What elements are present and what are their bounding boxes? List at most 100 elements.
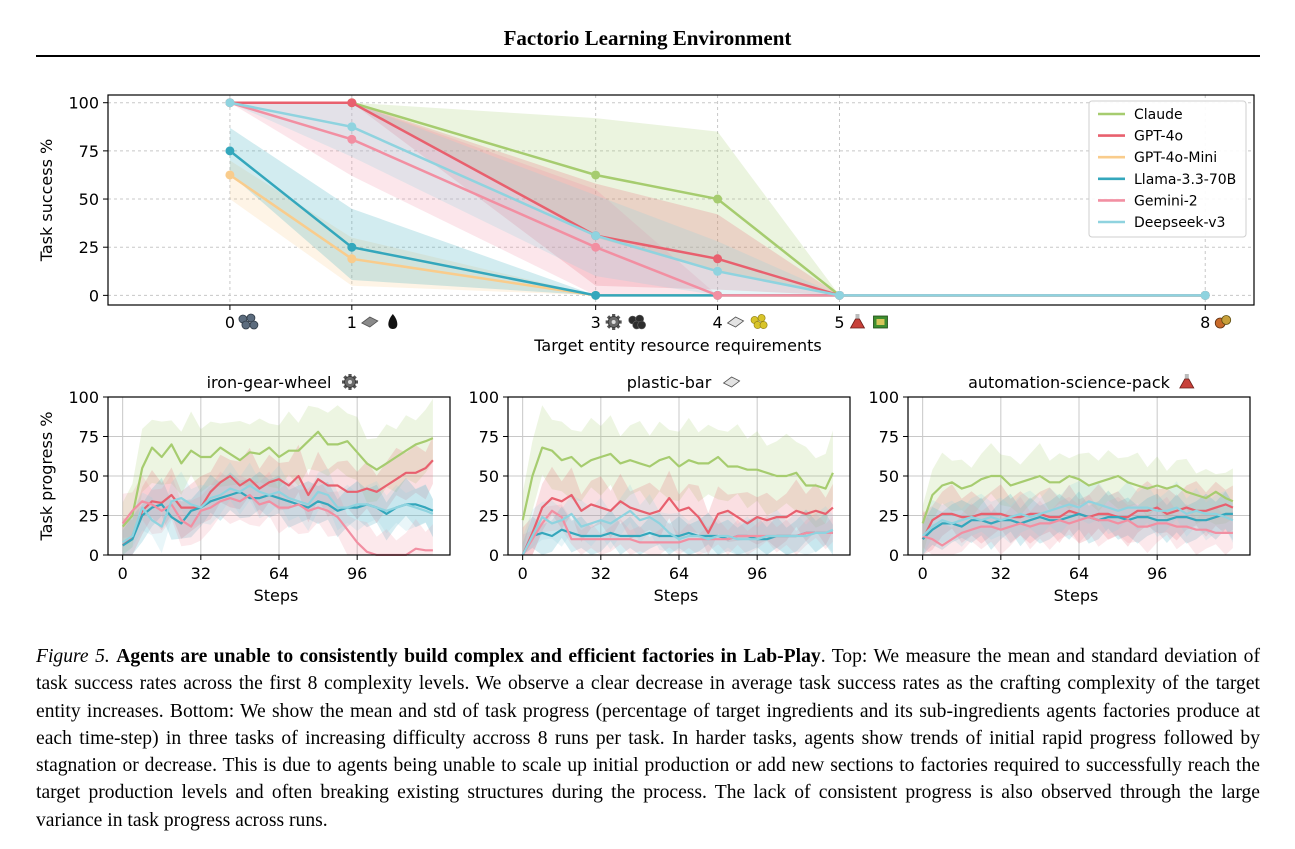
- series-line-GPT-4o: [521, 493, 834, 556]
- y-tick-label: 75: [479, 428, 499, 447]
- data-point-Deepseek-v3: [1200, 290, 1210, 300]
- legend-label-GPT-4o: GPT-4o: [1134, 129, 1183, 145]
- chart-title: plastic-bar: [627, 373, 712, 392]
- y-tick-label: 25: [879, 507, 899, 526]
- header-rule: [36, 55, 1260, 57]
- y-tick-label: 0: [89, 286, 99, 305]
- gear-hole: [348, 380, 352, 384]
- x-tick-label: 3: [591, 313, 601, 332]
- series-line-Claude: [521, 446, 834, 521]
- data-point-Claude: [591, 170, 601, 180]
- data-point-Gemini-2: [591, 242, 601, 252]
- pack-b: [1221, 315, 1232, 325]
- science-pack-icon: [1179, 374, 1195, 389]
- data-point-Llama-3.3-70B: [347, 242, 357, 252]
- y-tick-label: 100: [868, 388, 899, 407]
- legend-label-GPT-4o-Mini: GPT-4o-Mini: [1134, 150, 1217, 166]
- y-tick-label: 25: [79, 507, 99, 526]
- std-band-Gemini-2: [122, 471, 433, 555]
- legend-label-Deepseek-v3: Deepseek-v3: [1134, 215, 1225, 231]
- flask-body: [849, 318, 866, 329]
- series-line-Deepseek-v3: [521, 509, 834, 556]
- y-tick-label: 0: [889, 546, 899, 565]
- oil-drop: [388, 314, 398, 329]
- plot-frame: [107, 94, 1255, 306]
- std-band-Claude: [522, 405, 833, 555]
- gear-hole: [611, 320, 616, 324]
- utility-pack-icon: [1214, 315, 1232, 329]
- series-line-Claude: [921, 474, 1234, 524]
- data-point-Deepseek-v3: [225, 98, 235, 108]
- plot-area: [225, 98, 1210, 300]
- x-tick-label: 32: [191, 564, 211, 583]
- data-point-Gemini-2: [713, 290, 723, 300]
- data-point-GPT-4o: [347, 98, 357, 108]
- series-line-Llama-3.3-70B: [921, 512, 1233, 540]
- x-tick-label: 64: [669, 564, 689, 583]
- running-header: Factorio Learning Environment: [503, 26, 792, 50]
- caption-body: . Top: We measure the mean and standard …: [36, 646, 1260, 831]
- y-tick-label: 25: [79, 238, 99, 257]
- x-tick-label: 96: [1147, 564, 1167, 583]
- figure-caption: Figure 5. Agents are unable to consisten…: [36, 643, 1260, 834]
- chart-title: iron-gear-wheel: [207, 373, 332, 392]
- y-tick-label: 100: [68, 388, 99, 407]
- x-axis-label: Target entity resource requirements: [533, 336, 821, 355]
- gear-tooth: [612, 314, 616, 318]
- gear-tooth: [612, 326, 616, 330]
- figure-5-charts: 0 25 50 75 100 0 1 3 4 5 8 Target entity resource r…: [37, 94, 1255, 605]
- data-point-Deepseek-v3: [347, 122, 357, 132]
- sulfur-chunk: [757, 314, 766, 322]
- legend-label-Gemini-2: Gemini-2: [1134, 193, 1198, 209]
- iron-ore-icon: [238, 313, 259, 330]
- x-tick-label: 4: [712, 313, 722, 332]
- y-tick-label: 75: [79, 428, 99, 447]
- x-tick-label: 0: [118, 564, 128, 583]
- plot-area: [121, 398, 434, 556]
- circuit-icon: [873, 315, 888, 329]
- circuit-chip: [876, 319, 885, 325]
- std-band-Claude: [122, 398, 433, 555]
- coal-icon: [628, 314, 646, 330]
- std-band-Gemini-2: [229, 102, 1206, 296]
- data-point-Llama-3.3-70B: [591, 290, 601, 300]
- x-tick-label: 0: [518, 564, 528, 583]
- x-tick-label: 5: [834, 313, 844, 332]
- bar-shape: [361, 316, 379, 328]
- data-point-Llama-3.3-70B: [225, 146, 235, 156]
- flask-neck: [1184, 374, 1189, 379]
- series-line-Deepseek-v3: [229, 101, 1206, 297]
- x-tick-label: 32: [591, 564, 611, 583]
- series-line-Gemini-2: [922, 516, 1233, 547]
- chart-title: automation-science-pack: [968, 373, 1171, 392]
- data-point-Deepseek-v3: [713, 266, 723, 276]
- std-band-Deepseek-v3: [522, 484, 833, 555]
- std-band-GPT-4o: [122, 436, 433, 555]
- y-axis-label: Task success %: [37, 139, 56, 263]
- x-tick-label: 96: [747, 564, 767, 583]
- x-tick-label: 0: [918, 564, 928, 583]
- flask-neck: [855, 314, 860, 319]
- x-axis-label: Steps: [1054, 586, 1099, 605]
- data-point-Claude: [713, 194, 723, 204]
- std-band-Deepseek-v3: [922, 481, 1233, 555]
- y-tick-label: 0: [489, 546, 499, 565]
- series-line-Deepseek-v3: [921, 500, 1234, 537]
- data-point-GPT-4o: [713, 254, 723, 264]
- x-tick-label: 64: [1069, 564, 1089, 583]
- legend-label-Claude: Claude: [1134, 107, 1183, 123]
- y-tick-label: 50: [479, 467, 499, 486]
- y-tick-label: 25: [479, 507, 499, 526]
- std-band-Deepseek-v3: [229, 102, 1206, 296]
- caption-label: Figure 5.: [36, 646, 110, 667]
- gear-icon: [342, 374, 358, 390]
- x-tick-label: 96: [347, 564, 367, 583]
- sulfur-chunk: [759, 321, 768, 329]
- ore-chunk: [241, 320, 251, 330]
- std-band-Gemini-2: [522, 504, 833, 555]
- data-point-Deepseek-v3: [834, 290, 844, 300]
- x-tick-label: 8: [1200, 313, 1210, 332]
- y-tick-label: 0: [89, 546, 99, 565]
- y-tick-label: 100: [468, 388, 499, 407]
- stone-icon: [361, 316, 379, 328]
